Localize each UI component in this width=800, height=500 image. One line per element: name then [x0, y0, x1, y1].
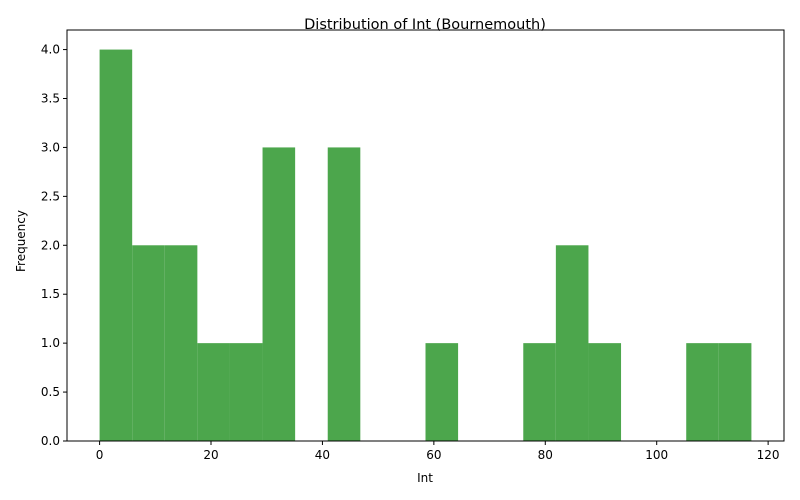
- x-tick-label: 60: [426, 448, 441, 462]
- x-axis-title: Int: [417, 471, 433, 485]
- x-tick-label: 20: [203, 448, 218, 462]
- y-axis-ticks: 0.0 0.5 1.0 1.5 2.0 2.5 3.0 3.5 4.0: [41, 43, 67, 448]
- bars-group: [99, 49, 752, 441]
- histogram-bar: [588, 343, 622, 441]
- x-tick-label: 100: [645, 448, 668, 462]
- histogram-bar: [262, 147, 296, 441]
- histogram-bar: [229, 343, 263, 441]
- x-tick-label: 80: [538, 448, 553, 462]
- plot-frame: [66, 29, 785, 442]
- chart-title: Distribution of Int (Bournemouth): [304, 17, 546, 33]
- x-tick-label: 120: [757, 448, 780, 462]
- x-tick-label: 0: [96, 448, 104, 462]
- y-tick-label: 1.5: [41, 287, 60, 301]
- histogram-bar: [164, 245, 198, 441]
- y-tick-label: 2.0: [41, 238, 60, 252]
- y-axis-title: Frequency: [14, 210, 28, 272]
- y-tick-label: 0.5: [41, 385, 60, 399]
- histogram-bar: [327, 147, 361, 441]
- y-tick-label: 3.0: [41, 140, 60, 154]
- y-tick-label: 0.0: [41, 434, 60, 448]
- histogram-bar: [425, 343, 459, 441]
- x-axis-ticks: 0 20 40 60 80 100 120: [96, 441, 780, 462]
- histogram-bar: [718, 343, 752, 441]
- histogram-bar: [523, 343, 556, 441]
- x-tick-label: 40: [315, 448, 330, 462]
- y-tick-label: 1.0: [41, 336, 60, 350]
- histogram-bar: [555, 245, 589, 441]
- histogram-bar: [197, 343, 230, 441]
- histogram-bar: [99, 49, 133, 441]
- histogram-bar: [686, 343, 719, 441]
- y-tick-label: 3.5: [41, 92, 60, 106]
- histogram-bar: [132, 245, 165, 441]
- y-tick-label: 4.0: [41, 43, 60, 57]
- y-tick-label: 2.5: [41, 189, 60, 203]
